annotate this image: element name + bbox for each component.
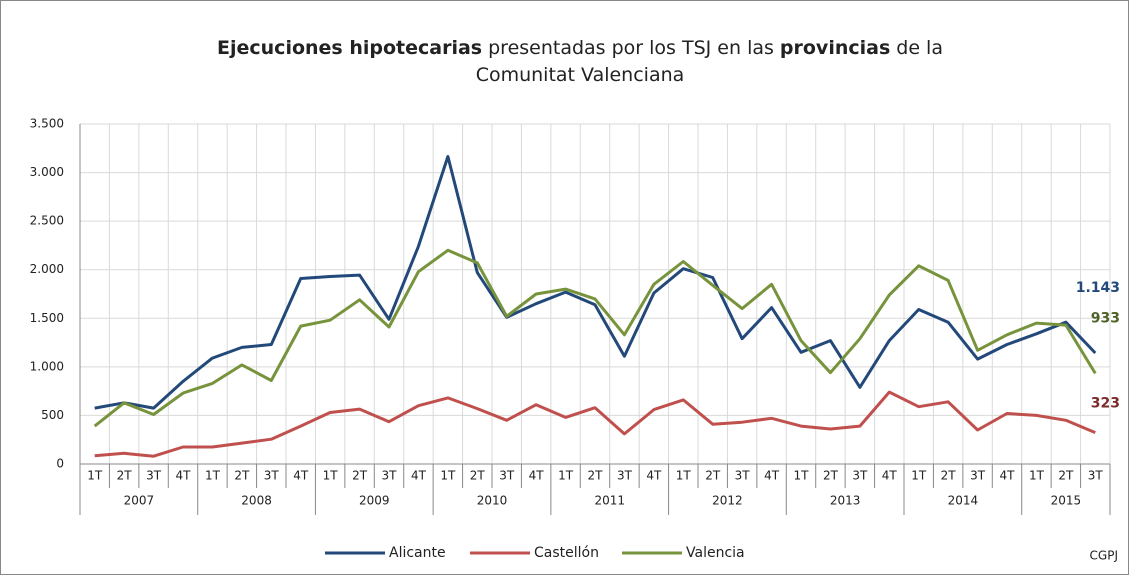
x-tick-label: 3T	[852, 469, 868, 483]
legend-label: Alicante	[389, 545, 446, 561]
title-segment: Comunitat Valenciana	[476, 64, 685, 86]
chart-title: Ejecuciones hipotecarias presentadas por …	[217, 37, 943, 59]
y-tick-label: 2.000	[30, 262, 64, 276]
x-tick-label: 1T	[1029, 469, 1045, 483]
x-tick-label: 1T	[323, 469, 339, 483]
y-tick-label: 2.500	[30, 214, 64, 228]
y-tick-label: 1.500	[30, 311, 64, 325]
year-label: 2014	[948, 494, 979, 508]
year-label: 2013	[830, 494, 861, 508]
x-tick-label: 3T	[499, 469, 515, 483]
year-label: 2015	[1051, 494, 1082, 508]
x-tick-label: 2T	[470, 469, 486, 483]
x-tick-label: 1T	[911, 469, 927, 483]
x-tick-label: 3T	[382, 469, 398, 483]
x-tick-label: 1T	[440, 469, 456, 483]
y-tick-label: 0	[56, 457, 64, 471]
legend-label: Valencia	[686, 545, 745, 561]
x-tick-label: 2T	[352, 469, 368, 483]
year-label: 2009	[359, 494, 390, 508]
x-tick-label: 4T	[411, 469, 427, 483]
x-tick-label: 4T	[293, 469, 309, 483]
x-tick-label: 3T	[146, 469, 162, 483]
y-tick-label: 1.000	[30, 359, 64, 373]
x-tick-label: 4T	[529, 469, 545, 483]
x-tick-label: 4T	[1000, 469, 1016, 483]
x-tick-label: 1T	[794, 469, 810, 483]
x-tick-label: 1T	[87, 469, 103, 483]
source: CGPJ	[1090, 549, 1118, 563]
x-tick-label: 3T	[1088, 469, 1104, 483]
x-tick-label: 1T	[558, 469, 574, 483]
year-label: 2012	[712, 494, 743, 508]
year-label: 2011	[594, 494, 625, 508]
x-tick-label: 4T	[764, 469, 780, 483]
x-tick-label: 4T	[646, 469, 662, 483]
x-tick-label: 2T	[234, 469, 250, 483]
year-label: 2010	[477, 494, 508, 508]
x-tick-label: 2T	[941, 469, 957, 483]
title-segment: Ejecuciones hipotecarias	[217, 37, 482, 59]
x-tick-label: 3T	[264, 469, 280, 483]
x-tick-label: 3T	[617, 469, 633, 483]
series-line	[93, 248, 1097, 428]
x-tick-label: 3T	[970, 469, 986, 483]
data-label: 1.143	[1076, 280, 1120, 296]
x-tick-label: 2T	[1058, 469, 1074, 483]
title-segment: de la	[896, 37, 943, 59]
legend-label: Castellón	[534, 545, 599, 561]
y-tick-label: 500	[41, 408, 64, 422]
year-label: 2008	[241, 494, 272, 508]
x-tick-label: 1T	[676, 469, 692, 483]
series-line	[94, 390, 1096, 458]
x-tick-label: 2T	[117, 469, 133, 483]
y-tick-label: 3.000	[30, 165, 64, 179]
x-tick-label: 2T	[823, 469, 839, 483]
year-label: 2007	[124, 494, 155, 508]
x-tick-label: 2T	[705, 469, 721, 483]
data-label: 933	[1091, 310, 1120, 326]
chart-title: Comunitat Valenciana	[476, 64, 685, 86]
y-tick-label: 3.500	[30, 117, 64, 131]
title-segment: presentadas por los TSJ en las	[488, 37, 774, 59]
x-tick-label: 3T	[735, 469, 751, 483]
x-tick-label: 4T	[882, 469, 898, 483]
title-segment: provincias	[780, 37, 890, 59]
data-label: 323	[1091, 396, 1120, 412]
x-tick-label: 4T	[176, 469, 192, 483]
x-tick-label: 1T	[205, 469, 221, 483]
series-line	[94, 155, 1097, 410]
x-tick-label: 2T	[588, 469, 604, 483]
